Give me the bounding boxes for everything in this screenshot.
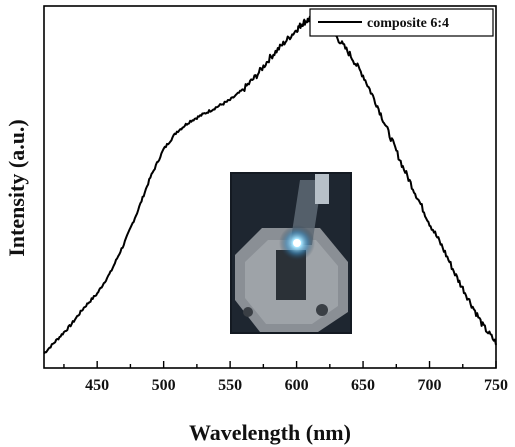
- y-axis-title: Intensity (a.u.): [4, 119, 29, 257]
- x-tick-label: 500: [152, 377, 176, 394]
- inset-probe-tip: [315, 174, 329, 204]
- x-axis: 450 500 550 600 650 700 750: [63, 361, 508, 394]
- plot-area: [43, 5, 497, 369]
- inset-screw-left: [243, 307, 253, 317]
- x-tick-label: 750: [484, 377, 508, 394]
- inset-screw: [316, 304, 328, 316]
- x-tick-label: 450: [85, 377, 109, 394]
- x-tick-label: 600: [285, 377, 309, 394]
- series-line-composite: [43, 15, 497, 355]
- x-tick-label: 550: [218, 377, 242, 394]
- legend: composite 6:4: [309, 8, 494, 37]
- legend-label: composite 6:4: [367, 16, 449, 31]
- x-tick-label: 700: [418, 377, 442, 394]
- x-tick-label: 650: [351, 377, 375, 394]
- inset-glow-core: [293, 239, 301, 247]
- x-axis-title: Wavelength (nm): [189, 420, 351, 445]
- plot-frame: [43, 5, 497, 369]
- inset-photo: [230, 172, 352, 334]
